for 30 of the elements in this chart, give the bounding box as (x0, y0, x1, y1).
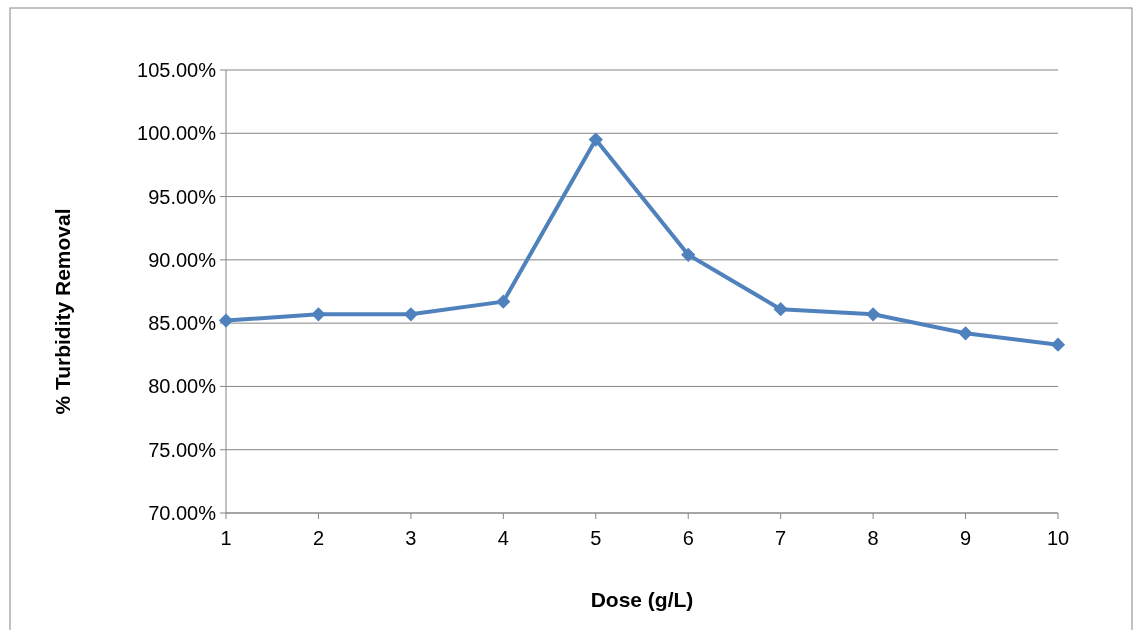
point (588, 132, 603, 147)
point (773, 302, 788, 317)
point (496, 294, 511, 309)
x-tick-label: 10 (1046, 527, 1070, 549)
x-tick-label: 2 (312, 527, 325, 549)
x-tick-label: 8 (867, 527, 879, 549)
point (218, 313, 234, 328)
point (865, 307, 881, 322)
point (958, 326, 973, 341)
y-tick-label: 80.00% (148, 375, 217, 398)
x-tick-label: 4 (497, 527, 509, 549)
y-tick-label: 70.00% (148, 502, 217, 524)
y-tick-label: 85.00% (148, 312, 217, 335)
x-tick-label: 1 (220, 527, 232, 549)
x-tick-label: 9 (959, 527, 972, 549)
point (681, 247, 696, 262)
y-tick-label: 75.00% (148, 438, 217, 461)
y-tick-label: 90.00% (148, 248, 217, 271)
y-tick-label: 100.00% (137, 122, 217, 145)
point (403, 307, 419, 322)
point (311, 307, 326, 322)
x-tick-label: 6 (682, 527, 694, 549)
y-tick-label: 105.00% (137, 59, 217, 81)
y-axis-title: % Turbidity Removal (51, 208, 74, 415)
x-tick-label: 3 (405, 527, 417, 549)
y-tick-label: 95.00% (148, 185, 217, 208)
x-tick-label: 5 (590, 527, 602, 549)
point (1050, 337, 1066, 352)
x-tick-label: 7 (775, 527, 787, 549)
x-axis-title: Dose (g/L) (590, 588, 694, 611)
